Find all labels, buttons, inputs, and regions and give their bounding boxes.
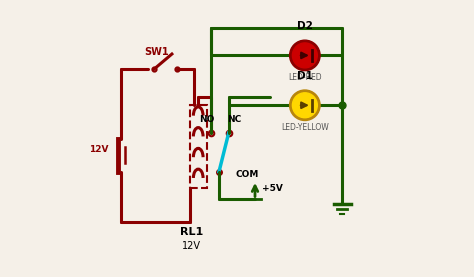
Circle shape — [290, 40, 320, 71]
Text: LED-RED: LED-RED — [288, 73, 322, 82]
Text: NO: NO — [199, 115, 214, 124]
Text: LED-YELLOW: LED-YELLOW — [281, 123, 329, 132]
Circle shape — [292, 93, 317, 118]
Text: D1: D1 — [297, 71, 313, 81]
Text: SW1: SW1 — [145, 47, 169, 57]
Text: 12V: 12V — [182, 241, 201, 251]
Text: D2: D2 — [297, 21, 313, 31]
Circle shape — [290, 90, 320, 120]
Text: RL1: RL1 — [180, 227, 203, 237]
Circle shape — [292, 43, 317, 68]
Text: 12V: 12V — [89, 145, 108, 154]
Bar — [190, 105, 207, 188]
Text: +5V: +5V — [262, 184, 283, 193]
Text: NC: NC — [227, 115, 241, 124]
Text: COM: COM — [236, 170, 259, 179]
